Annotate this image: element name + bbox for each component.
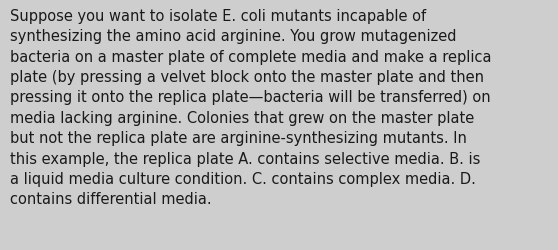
Text: Suppose you want to isolate E. coli mutants incapable of
synthesizing the amino : Suppose you want to isolate E. coli muta… bbox=[10, 9, 492, 206]
